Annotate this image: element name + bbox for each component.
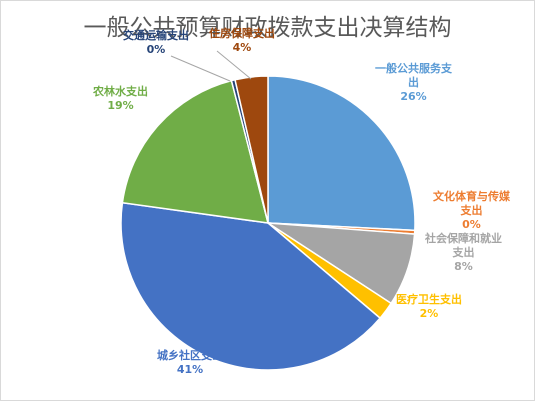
slice-label-line: 支出 [452, 246, 475, 259]
slice-label-1: 一般公共服务支出 26% [375, 62, 452, 104]
pie-slice-1 [267, 75, 416, 232]
slice-percent: 8% [454, 260, 473, 273]
slice-percent: 26% [400, 90, 427, 103]
leader-line-7 [170, 55, 231, 82]
chart-title: 一般公共预算财政拨款支出决算结构 [83, 15, 452, 41]
slice-label-line: 农林水支出 [93, 85, 148, 98]
slice-label-line: 交通运输支出 [123, 29, 189, 42]
slice-label-5: 城乡社区支出 41% [157, 349, 223, 377]
leader-line-8 [216, 50, 252, 80]
slice-percent: 41% [176, 363, 204, 376]
pie-slice-5 [120, 201, 382, 371]
slice-label-line: 支出 [460, 204, 483, 217]
slice-label-line: 医疗卫生支出 [396, 293, 462, 306]
slice-label-3: 社会保障和就业 支出 8% [425, 232, 502, 274]
slice-percent: 19% [107, 99, 134, 112]
pie-slice-6 [121, 79, 270, 224]
slice-label-line: 住房保障支出 [209, 27, 275, 40]
slice-label-line: 一般公共服务支 [375, 62, 452, 75]
slice-percent: 2% [419, 307, 439, 320]
slice-label-6: 农林水支出 19% [93, 85, 148, 113]
slice-label-8: 住房保障支出 4% [209, 27, 275, 55]
slice-label-2: 文化体育与传媒 支出 0% [433, 190, 510, 232]
pie-slice-8 [234, 75, 269, 224]
slice-percent: 0% [146, 43, 166, 56]
slice-percent: 4% [232, 41, 252, 54]
slice-label-4: 医疗卫生支出 2% [396, 293, 462, 321]
slice-label-line: 城乡社区支出 [157, 349, 223, 362]
slice-percent: 0% [462, 218, 481, 231]
slice-label-line: 出 [408, 76, 419, 89]
slice-label-7: 交通运输支出 0% [123, 29, 189, 57]
slice-label-line: 社会保障和就业 [425, 232, 502, 245]
slice-label-line: 文化体育与传媒 [433, 190, 510, 203]
